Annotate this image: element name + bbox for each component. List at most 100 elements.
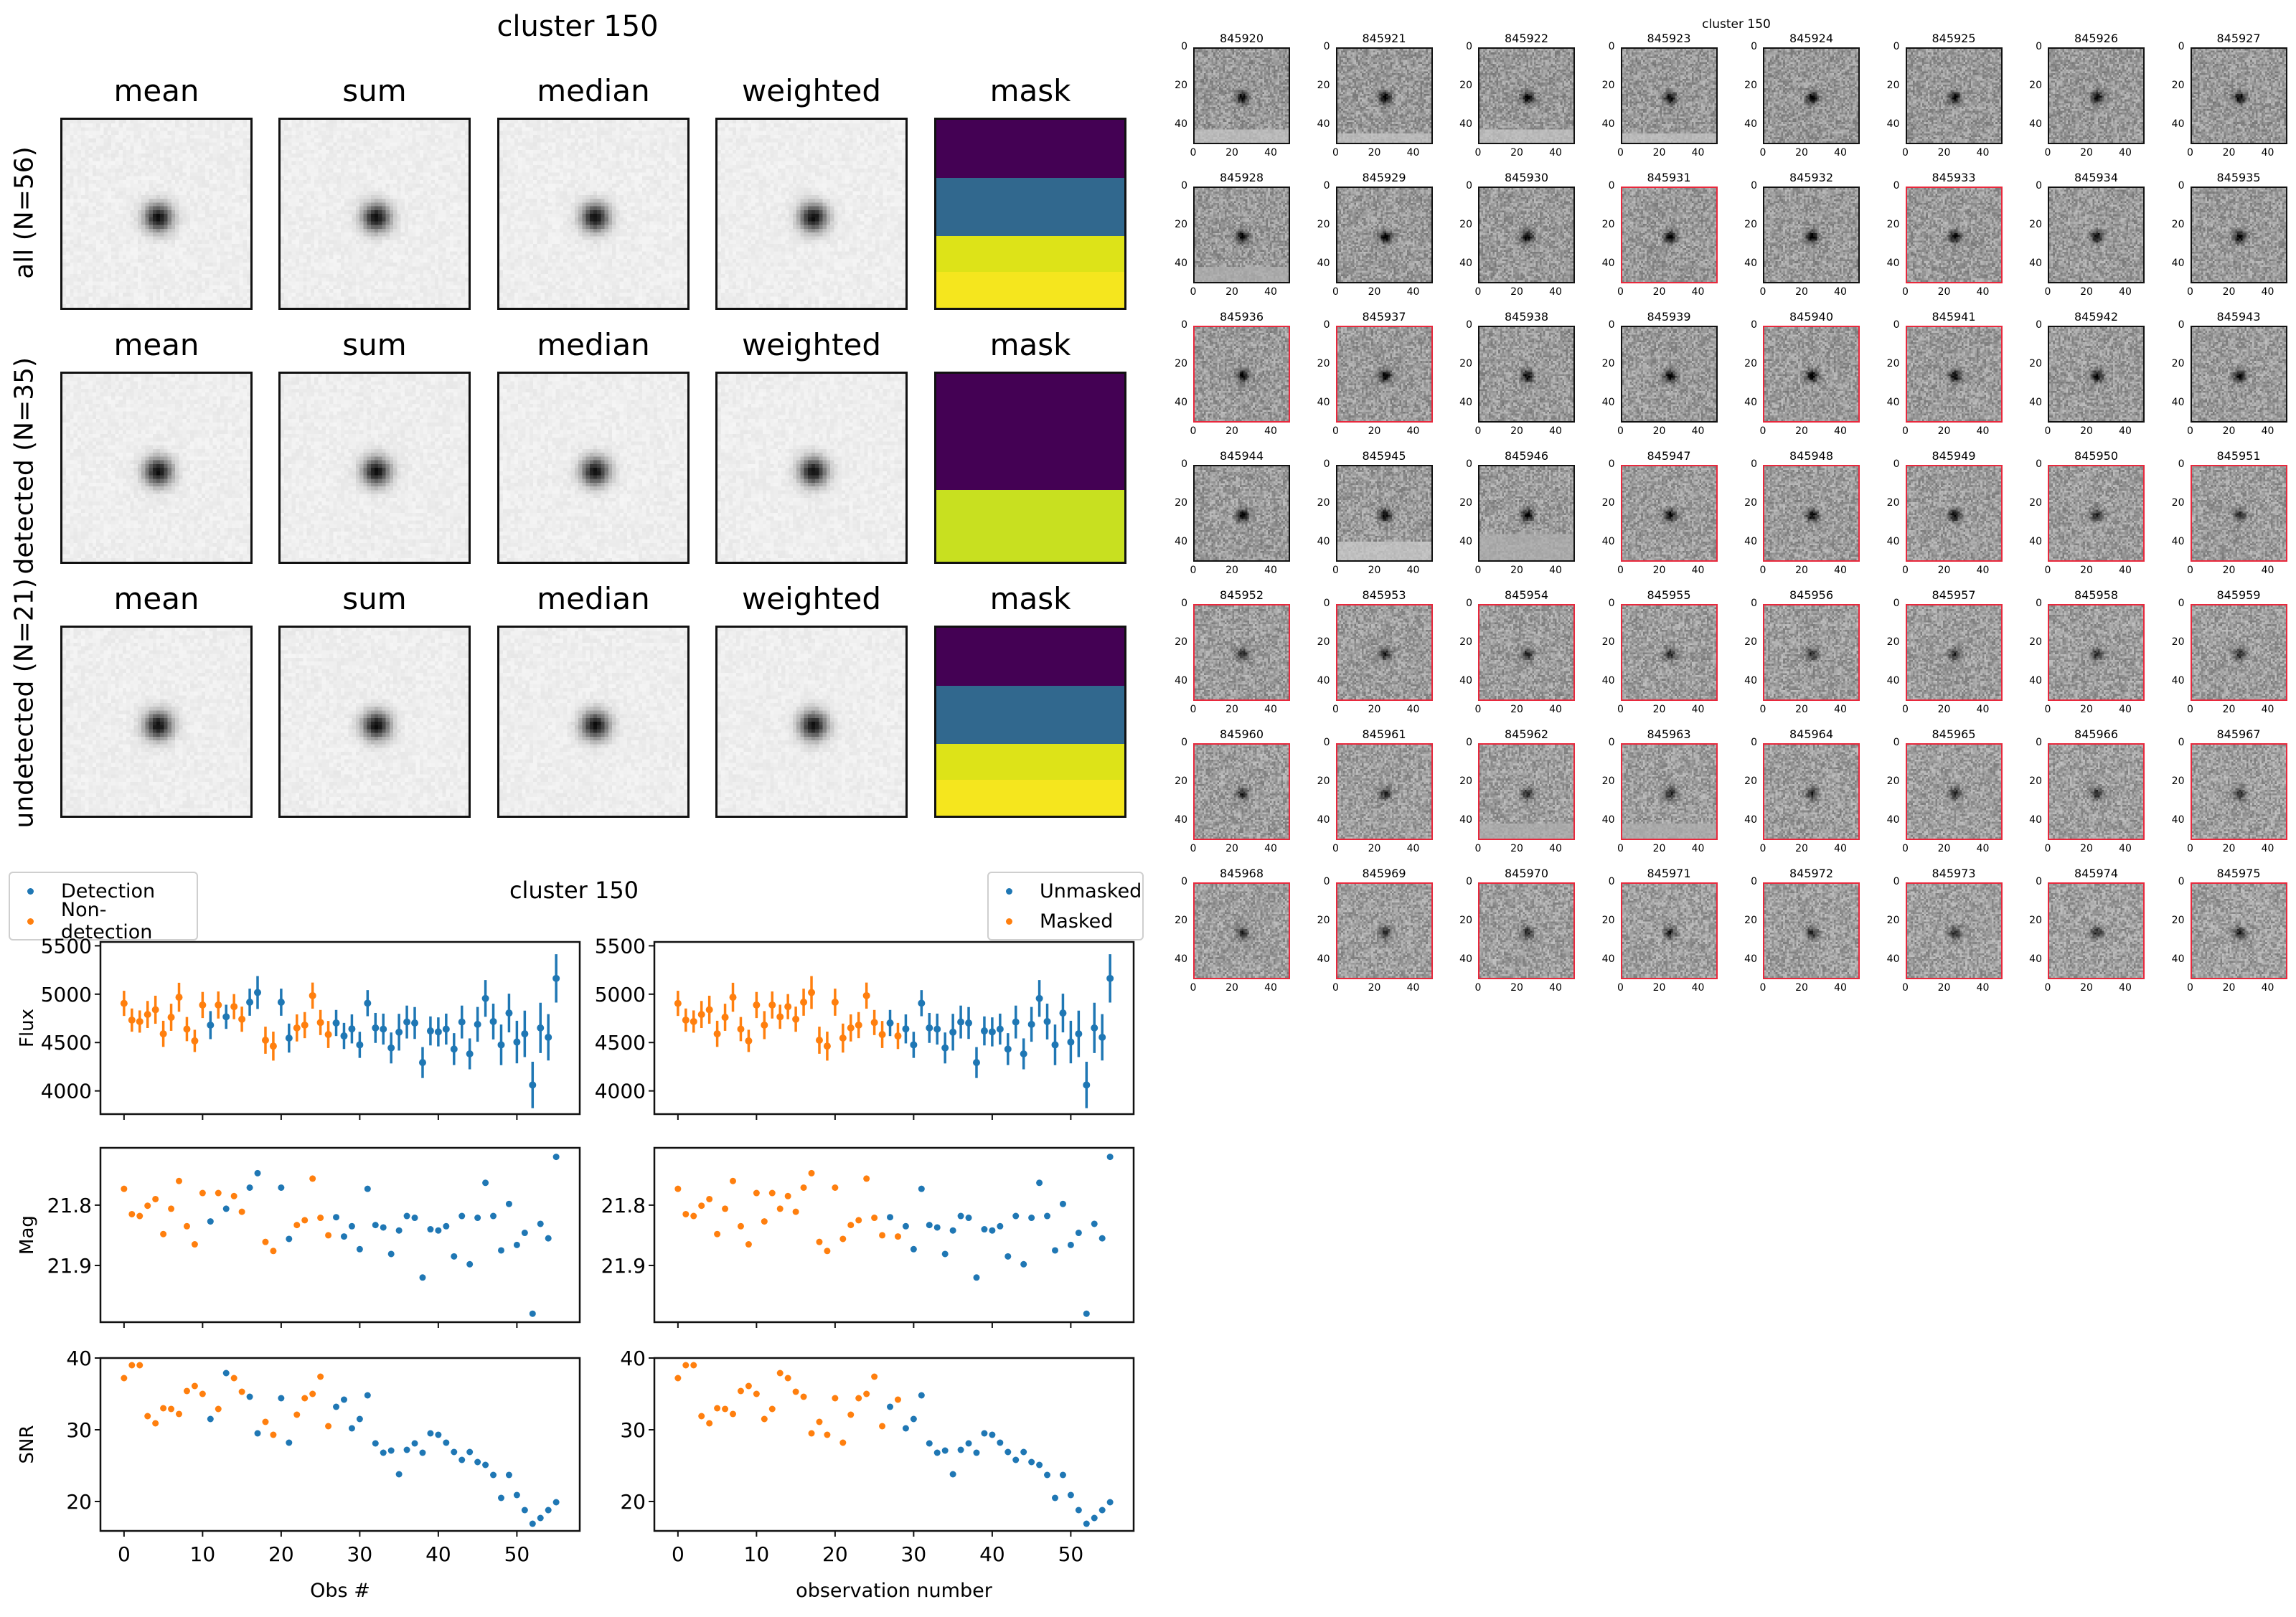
data-point: [910, 1245, 917, 1253]
thumbnail-title: 845924: [1789, 32, 1834, 45]
y-tick-label: 40: [2171, 675, 2185, 687]
data-point: [521, 1230, 528, 1237]
data-point: [918, 1185, 925, 1192]
data-point: [254, 989, 262, 996]
y-tick-label: 20: [1744, 636, 1757, 648]
data-point: [1106, 1154, 1114, 1161]
data-point: [136, 1212, 144, 1220]
thumbnail-title: 845947: [1647, 449, 1691, 463]
y-tick-label: 30: [620, 1418, 646, 1442]
stamp-weighted: [715, 372, 908, 564]
mask-band: [936, 120, 1124, 179]
data-point: [120, 999, 128, 1007]
x-tick-label: 0: [2187, 286, 2193, 298]
thumbnail-image: [1622, 466, 1716, 560]
data-point: [863, 1175, 870, 1182]
thumbnail-image: [1764, 605, 1858, 699]
y-tick-label: 40: [66, 1347, 92, 1370]
y-tick-label: 20: [2171, 915, 2185, 926]
data-point: [395, 1227, 403, 1234]
x-tick-label: 40: [425, 1542, 451, 1566]
y-tick-label: 0: [1608, 319, 1615, 331]
x-tick-label: 0: [1190, 843, 1197, 854]
data-point: [372, 1222, 379, 1229]
column-title-mask: mask: [989, 581, 1071, 616]
thumbnail-845974: [2048, 882, 2145, 979]
data-point: [191, 1382, 198, 1390]
y-tick-label: 0: [1323, 41, 1330, 52]
data-point: [403, 1212, 410, 1220]
x-tick-label: 0: [1617, 982, 1624, 994]
data-point: [364, 999, 372, 1007]
y-tick-label: 40: [1886, 675, 1900, 687]
thumbnail-image: [1195, 188, 1289, 282]
data-point: [387, 1250, 395, 1258]
y-tick-label: 0: [1751, 876, 1757, 887]
y-tick-label: 20: [1459, 915, 1472, 926]
data-point: [183, 1025, 191, 1033]
thumbnail-title: 845960: [1219, 727, 1264, 741]
y-tick-label: 0: [1323, 180, 1330, 192]
y-tick-label: 20: [1459, 358, 1472, 369]
x-tick-label: 40: [1549, 704, 1562, 715]
thumbnail-845931: [1620, 187, 1718, 283]
x-tick-label: 20: [1225, 565, 1238, 576]
stamp-image: [499, 120, 687, 308]
x-tick-label: 20: [1225, 286, 1238, 298]
x-tick-label: 20: [2222, 425, 2236, 437]
y-tick-label: 40: [1175, 258, 1187, 269]
data-point: [121, 1185, 128, 1192]
data-point: [1020, 1050, 1027, 1057]
thumbnail-845941: [1905, 326, 2003, 423]
data-point: [301, 1217, 309, 1224]
data-point: [411, 1019, 419, 1027]
thumbnail-845935: [2190, 187, 2287, 283]
data-point: [395, 1028, 403, 1036]
x-tick-label: 20: [268, 1542, 294, 1566]
data-point: [254, 1169, 261, 1177]
data-point: [419, 1274, 426, 1281]
thumbnail-title: 845923: [1647, 32, 1691, 45]
thumbnail-845921: [1335, 47, 1433, 144]
data-point: [721, 1014, 729, 1022]
mask-band: [936, 686, 1124, 745]
data-point: [910, 1415, 917, 1423]
thumbnail-845971: [1620, 882, 1718, 979]
x-tick-label: 0: [1617, 147, 1624, 159]
stamp-median: [497, 118, 690, 310]
thumbnail-title: 845971: [1647, 867, 1691, 880]
data-point: [348, 1222, 355, 1230]
data-point: [690, 1212, 697, 1220]
data-point: [286, 1439, 293, 1446]
x-tick-label: 0: [2044, 704, 2051, 715]
thumbnail-image: [1764, 466, 1858, 560]
y-tick-label: 20: [1175, 497, 1187, 509]
y-tick-label: 30: [66, 1418, 92, 1442]
y-tick-label: 40: [2171, 118, 2185, 130]
y-tick-label: 4000: [595, 1080, 646, 1103]
thumbnail-title: 845969: [1362, 867, 1406, 880]
data-point: [1051, 1494, 1058, 1502]
y-tick-label: 40: [1459, 118, 1472, 130]
y-tick-label: 40: [1744, 953, 1757, 965]
data-point: [278, 1184, 285, 1191]
data-point: [309, 1390, 316, 1397]
data-point: [933, 1449, 941, 1456]
x-tick-label: 20: [1225, 843, 1238, 854]
data-point: [450, 1045, 458, 1053]
x-tick-label: 0: [2187, 565, 2193, 576]
x-tick-label: 40: [1834, 565, 1847, 576]
thumbnail-845940: [1763, 326, 1860, 423]
stamp-mean: [60, 372, 253, 564]
data-point: [887, 1214, 894, 1221]
data-point: [490, 1212, 497, 1220]
y-tick-label: 20: [2171, 636, 2185, 648]
x-tick-label: 0: [672, 1542, 684, 1566]
x-tick-label: 0: [2044, 982, 2051, 994]
thumbnail-845932: [1763, 187, 1860, 283]
y-tick-label: 40: [1744, 397, 1757, 408]
y-axis-label: SNR: [17, 1425, 38, 1463]
thumbnail-845963: [1620, 743, 1718, 840]
y-tick-label: 40: [1317, 814, 1330, 826]
x-tick-label: 40: [1549, 843, 1562, 854]
